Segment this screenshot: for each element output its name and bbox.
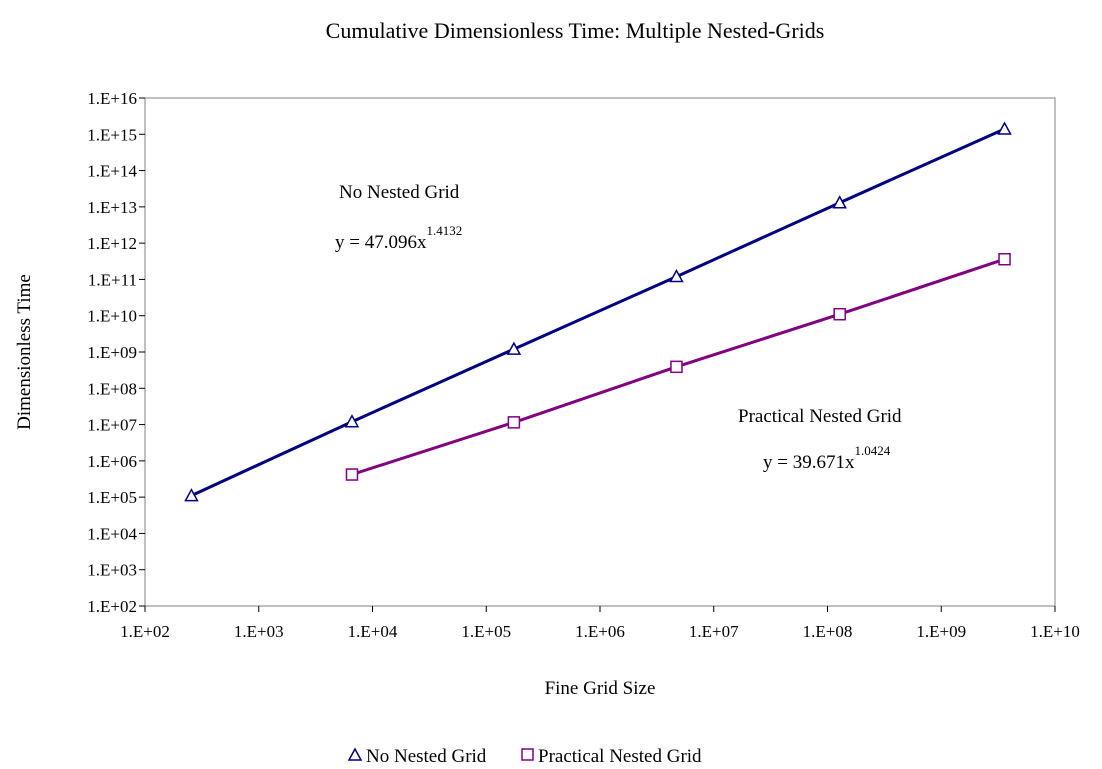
y-tick-label: 1.E+07	[87, 416, 137, 435]
x-tick-label: 1.E+08	[803, 622, 853, 641]
y-tick-label: 1.E+16	[87, 89, 137, 108]
y-tick-label: 1.E+11	[88, 270, 137, 289]
plot-area	[144, 97, 1056, 607]
data-point-triangle	[997, 121, 1012, 135]
x-axis-label: Fine Grid Size	[545, 678, 656, 699]
y-tick-label: 1.E+05	[87, 488, 137, 507]
data-point-square	[998, 252, 1011, 266]
data-point-square	[507, 416, 521, 429]
data-point-triangle	[344, 414, 360, 428]
legend-triangle-icon	[347, 747, 363, 761]
y-axis: 1.E+02 1.E+03 1.E+04 1.E+05 1.E+06 1.E+07 1.E+…	[87, 89, 145, 616]
y-tick-label: 1.E+12	[87, 234, 137, 253]
data-point-triangle	[506, 341, 522, 355]
y-tick-label: 1.E+14	[87, 162, 137, 181]
y-axis-label: Dimensionless Time	[14, 274, 35, 430]
data-point-triangle	[669, 268, 684, 283]
series-layer	[184, 121, 1012, 502]
data-point-triangle	[184, 488, 199, 502]
annotation-no-nested-eq-base: y = 47.096x	[335, 232, 427, 253]
data-point-square	[345, 468, 359, 481]
x-axis: 1.E+02 1.E+03 1.E+04 1.E+05 1.E+06 1.E+07 1.E+…	[120, 606, 1080, 641]
annotation-no-nested-label: No Nested Grid	[339, 182, 460, 203]
legend-label-no-nested: No Nested Grid	[366, 746, 487, 767]
legend: No Nested Grid Practical Nested Grid	[347, 746, 702, 767]
y-tick-label: 1.E+13	[87, 198, 137, 217]
y-tick-label: 1.E+08	[87, 379, 137, 398]
annotation-practical-nested-eq-base: y = 39.671x	[763, 452, 855, 473]
x-tick-label: 1.E+04	[348, 622, 398, 641]
data-point-square	[670, 360, 683, 374]
y-tick-label: 1.E+06	[87, 452, 137, 471]
y-tick-label: 1.E+10	[87, 307, 137, 326]
annotation-practical-nested: Practical Nested Grid y = 39.671x1.0424	[738, 406, 902, 473]
x-tick-label: 1.E+07	[689, 622, 739, 641]
legend-square-icon	[521, 748, 534, 761]
y-tick-label: 1.E+04	[87, 524, 137, 543]
y-tick-label: 1.E+03	[87, 561, 137, 580]
data-point-triangle	[832, 195, 847, 209]
x-tick-label: 1.E+02	[120, 622, 170, 641]
chart-title: Cumulative Dimensionless Time: Multiple …	[326, 18, 825, 43]
x-tick-label: 1.E+03	[234, 622, 284, 641]
annotation-no-nested: No Nested Grid y = 47.096x1.4132	[335, 182, 462, 253]
x-tick-label: 1.E+09	[916, 622, 966, 641]
annotation-no-nested-equation: y = 47.096x1.4132	[335, 223, 462, 253]
x-tick-label: 1.E+05	[461, 622, 511, 641]
y-tick-label: 1.E+02	[87, 597, 137, 616]
series-line-0	[190, 127, 1006, 497]
annotation-no-nested-eq-exponent: 1.4132	[426, 223, 462, 238]
annotation-practical-nested-eq-exponent: 1.0424	[854, 443, 890, 458]
y-tick-label: 1.E+15	[87, 125, 137, 144]
data-point-square	[833, 307, 846, 321]
annotation-practical-nested-equation: y = 39.671x1.0424	[763, 443, 891, 473]
legend-label-practical-nested: Practical Nested Grid	[538, 746, 702, 767]
x-tick-label: 1.E+10	[1030, 622, 1080, 641]
x-tick-label: 1.E+06	[575, 622, 625, 641]
annotation-practical-nested-label: Practical Nested Grid	[738, 406, 902, 427]
y-tick-label: 1.E+09	[87, 343, 137, 362]
